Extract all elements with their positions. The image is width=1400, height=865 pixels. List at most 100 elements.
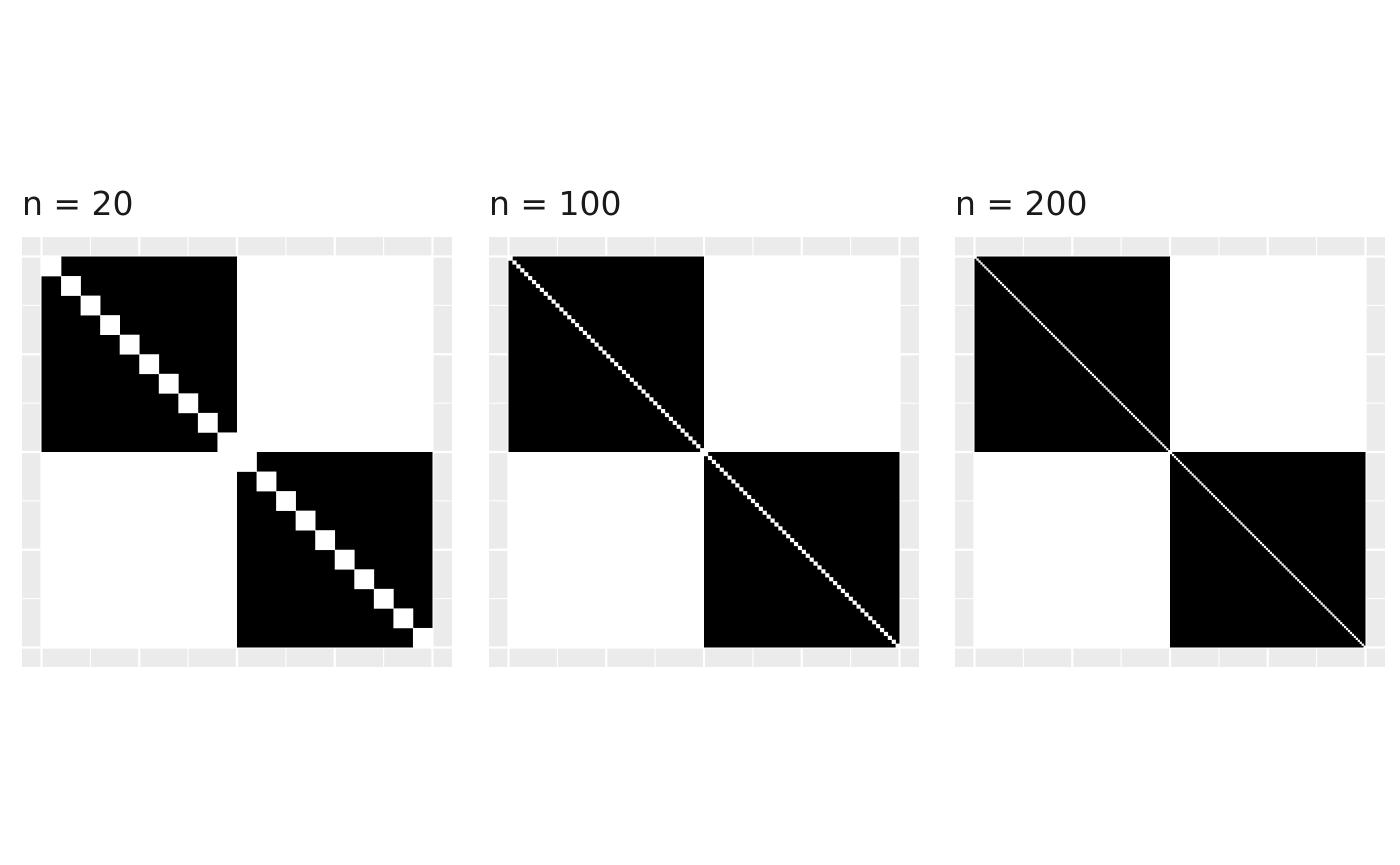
diagonal-cell xyxy=(1267,549,1271,553)
diagonal-cell xyxy=(1197,479,1200,482)
diagonal-cell xyxy=(1179,461,1183,465)
diagonal-cell xyxy=(1351,633,1355,637)
diagonal-cell xyxy=(535,283,541,289)
diagonal-cell xyxy=(1293,575,1296,578)
diagonal-cell xyxy=(1273,555,1276,558)
diagonal-cell xyxy=(680,428,685,433)
diagonal-cell xyxy=(1250,532,1253,535)
diagonal-cell xyxy=(997,279,1001,283)
diagonal-cell xyxy=(1103,385,1106,388)
diagonal-cell xyxy=(813,561,818,566)
diagonal-cell xyxy=(1234,516,1237,519)
diagonal-cell xyxy=(315,530,336,551)
diagonal-cell xyxy=(707,455,713,461)
diagonal-cell xyxy=(1238,520,1241,523)
diagonal-cell xyxy=(1316,598,1319,601)
diagonal-cell xyxy=(1126,408,1130,412)
diagonal-cell xyxy=(1193,475,1196,478)
diagonal-cell xyxy=(1111,393,1114,396)
diagonal-cell xyxy=(868,616,873,621)
diagonal-cell xyxy=(1299,581,1302,584)
diagonal-cell xyxy=(1060,342,1063,345)
diagonal-cell xyxy=(1082,364,1085,367)
diagonal-cell xyxy=(1142,424,1145,427)
diagonal-cell xyxy=(1078,360,1081,363)
diagonal-cell xyxy=(393,608,414,629)
diagonal-cell xyxy=(637,385,642,390)
diagonal-cell xyxy=(1031,313,1034,316)
diagonal-cell xyxy=(696,444,701,449)
diagonal-cell xyxy=(100,315,120,335)
diagonal-cell xyxy=(1123,405,1126,408)
diagonal-cell xyxy=(723,471,728,476)
diagonal-cell xyxy=(1254,536,1257,539)
diagonal-cell xyxy=(711,459,717,465)
diagonal-cell xyxy=(555,303,560,308)
diagonal-cell xyxy=(1138,420,1141,423)
diagonal-cell xyxy=(1058,340,1061,343)
diagonal-cell xyxy=(1275,557,1278,560)
diagonal-cell xyxy=(1007,289,1010,292)
diagonal-cell xyxy=(354,569,375,590)
diagonal-cell xyxy=(782,530,787,535)
heatmap-panel-n200 xyxy=(955,237,1385,667)
diagonal-cell xyxy=(1130,412,1134,416)
diagonal-cell xyxy=(197,412,218,433)
diagonal-cell xyxy=(750,498,756,504)
diagonal-cell xyxy=(743,491,748,496)
panel-title-n100: n = 100 xyxy=(489,184,622,223)
diagonal-cell xyxy=(1312,594,1315,597)
diagonal-cell xyxy=(731,479,736,484)
diagonal-cell xyxy=(1013,295,1016,298)
diagonal-cell xyxy=(1017,299,1020,302)
diagonal-cell xyxy=(1248,530,1251,533)
diagonal-cell xyxy=(1117,399,1120,402)
diagonal-cell xyxy=(1148,430,1151,433)
diagonal-cell xyxy=(805,553,810,558)
diagonal-cell xyxy=(574,322,580,328)
diagonal-cell xyxy=(1119,401,1122,404)
diagonal-cell xyxy=(704,452,709,457)
panel-title-n20: n = 20 xyxy=(22,184,134,223)
diagonal-cell xyxy=(821,569,826,574)
diagonal-cell xyxy=(139,354,160,375)
diagonal-cell xyxy=(1345,627,1349,631)
diagonal-cell xyxy=(1295,577,1298,580)
diagonal-cell xyxy=(1042,324,1046,328)
diagonal-cell xyxy=(1205,487,1208,490)
diagonal-cell xyxy=(766,514,771,519)
diagonal-cell xyxy=(1128,410,1132,414)
diagonal-cell xyxy=(739,487,744,492)
diagonal-cell xyxy=(598,346,603,351)
diagonal-cell xyxy=(1324,606,1327,609)
diagonal-cell xyxy=(727,475,732,480)
diagonal-cell xyxy=(119,334,140,355)
diagonal-cell xyxy=(1224,506,1227,509)
diagonal-cell xyxy=(1132,414,1136,418)
diagonal-cell xyxy=(276,491,296,511)
diagonal-cell xyxy=(633,381,638,386)
diagonal-cell xyxy=(1332,614,1335,617)
diagonal-cell xyxy=(1287,569,1290,572)
diagonal-cell xyxy=(1074,356,1077,359)
diagonal-cell xyxy=(996,278,999,281)
diagonal-cell xyxy=(567,315,572,320)
diagonal-cell xyxy=(641,389,646,394)
diagonal-cell xyxy=(1056,338,1059,341)
diagonal-cell xyxy=(774,522,779,527)
diagonal-cell xyxy=(582,330,587,335)
diagonal-cell xyxy=(1064,346,1067,349)
diagonal-cell xyxy=(1121,403,1124,406)
diagonal-cell xyxy=(1083,365,1087,369)
diagonal-cell xyxy=(1363,645,1366,648)
diagonal-cell xyxy=(1091,373,1095,377)
diagonal-cell xyxy=(1242,524,1245,527)
diagonal-cell xyxy=(1220,502,1224,506)
diagonal-cell xyxy=(1214,496,1218,500)
diagonal-cell xyxy=(578,326,584,332)
diagonal-cell xyxy=(1011,293,1014,296)
diagonal-cell xyxy=(801,549,806,554)
diagonal-cell xyxy=(1240,522,1243,525)
diagonal-cell xyxy=(895,643,900,648)
diagonal-cell xyxy=(1338,620,1341,623)
